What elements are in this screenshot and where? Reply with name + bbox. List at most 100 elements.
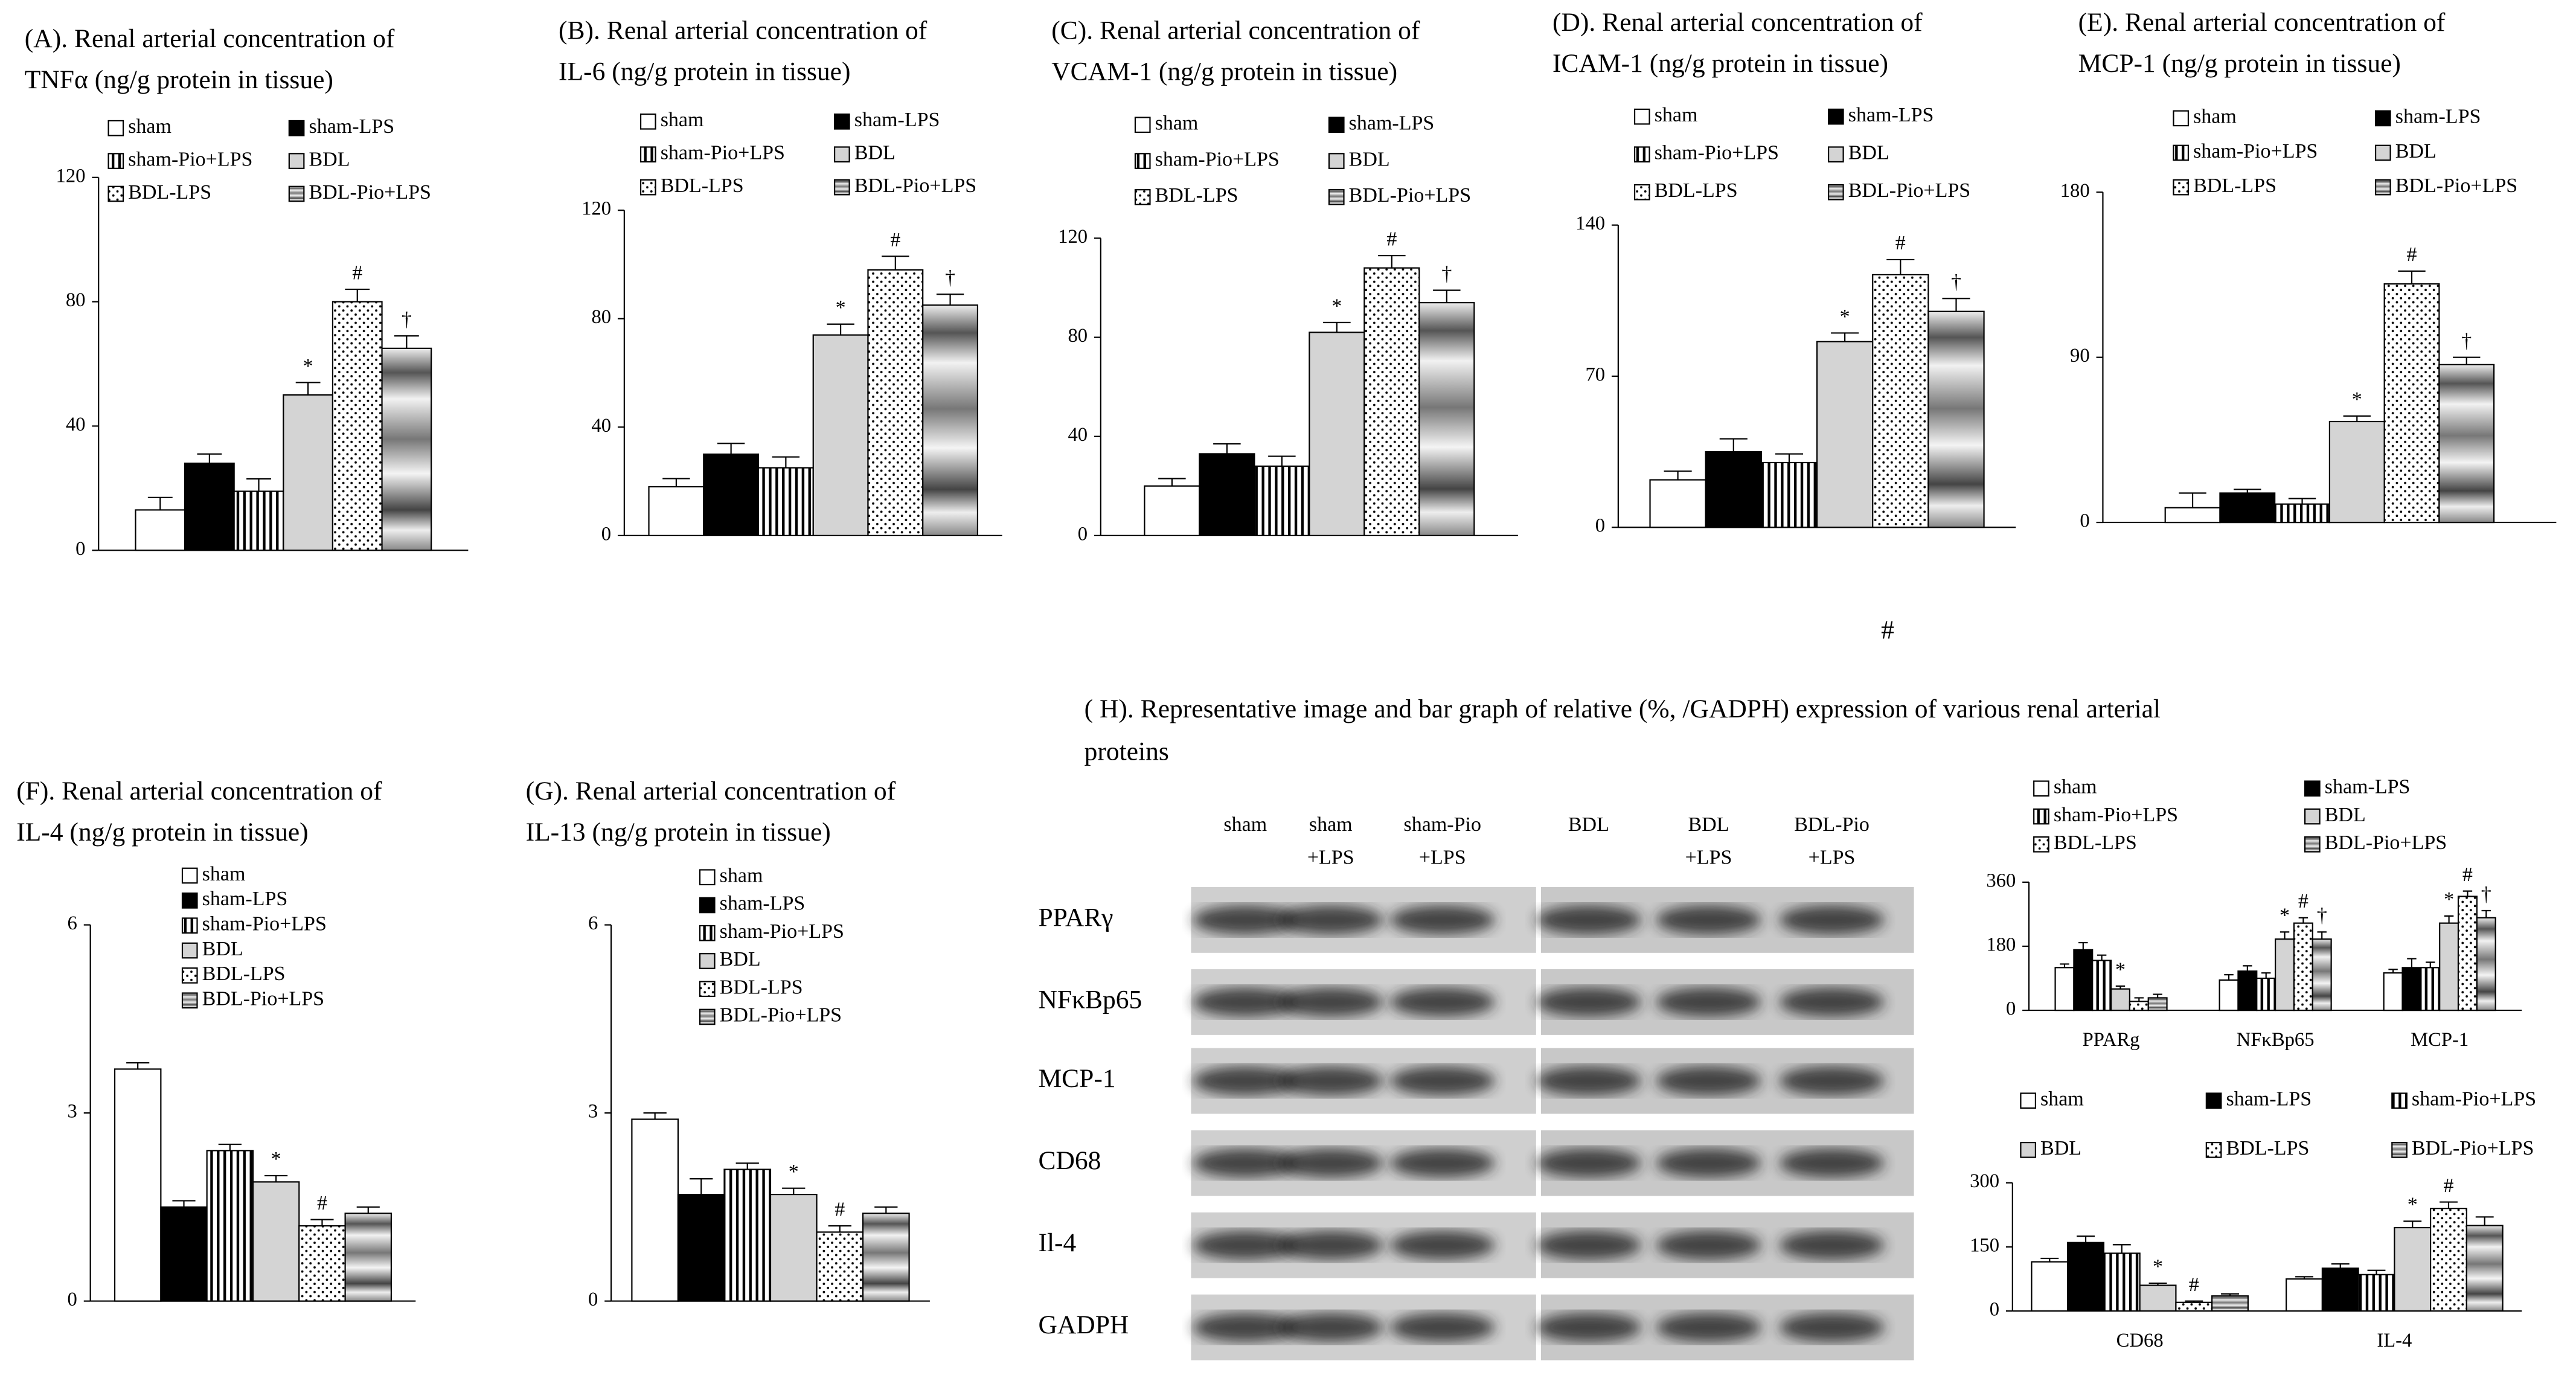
legend-swatch [1828, 108, 1844, 125]
significance-mark: # [835, 1198, 845, 1220]
legend-label: sham-Pio+LPS [1655, 142, 1779, 164]
blot-band [1656, 905, 1761, 935]
error-bar [827, 323, 854, 335]
legend-swatch [834, 146, 850, 163]
significance-mark: * [789, 1161, 799, 1183]
legend-label: sham-LPS [1848, 104, 1934, 126]
y-tick-label: 70 [1585, 364, 1605, 385]
legend-label: BDL-LPS [1655, 179, 1738, 202]
significance-mark: † [1951, 271, 1961, 293]
bar [2430, 1208, 2467, 1312]
lane-label: sham [1309, 813, 1353, 836]
legend-swatch [181, 967, 198, 984]
legend-swatch [834, 179, 850, 196]
legend-swatch [2374, 110, 2391, 127]
bar [1649, 479, 1706, 528]
row-label: PPARγ [1038, 903, 1113, 932]
bar [2110, 988, 2130, 1011]
error-bar [2426, 961, 2435, 968]
y-tick-label: 0 [1595, 515, 1605, 537]
significance-mark: * [2280, 905, 2290, 927]
significance-mark: # [1386, 228, 1397, 250]
legend-swatch [699, 925, 716, 941]
y-tick-label: 300 [1970, 1170, 1999, 1192]
bar [922, 304, 979, 536]
legend-label: sham-LPS [2395, 106, 2481, 128]
error-bar [2298, 917, 2308, 923]
x-tick-label: NFκBp65 [2237, 1029, 2315, 1051]
error-bar [2097, 954, 2107, 961]
y-tick-label: 40 [591, 415, 611, 437]
y-tick-label: 0 [68, 1289, 77, 1310]
legend-swatch [699, 953, 716, 969]
legend-swatch [2173, 144, 2190, 161]
legend-label: BDL-LPS [202, 963, 286, 985]
legend-swatch [1328, 153, 1345, 169]
legend-swatch [181, 893, 198, 909]
error-bar [2331, 1263, 2350, 1269]
bar [757, 467, 814, 536]
bar [252, 1181, 300, 1302]
error-bar [2115, 985, 2126, 989]
legend-label: BDL-Pio+LPS [2395, 175, 2517, 197]
legend-swatch [639, 113, 656, 130]
bar [2054, 967, 2075, 1011]
legend-swatch [2205, 1141, 2222, 1158]
bar [2256, 977, 2276, 1011]
error-bar [2388, 969, 2398, 973]
blot-band [1278, 905, 1383, 935]
bar [2312, 938, 2332, 1011]
legend-label: BDL [854, 142, 896, 164]
bar [2438, 364, 2495, 524]
legend-label: BDL [2040, 1137, 2081, 1159]
legend-label: BDL-LPS [2054, 832, 2137, 854]
chart-title: (B). Renal arterial concentration of [559, 16, 928, 45]
error-bar [2288, 498, 2316, 504]
error-bar [2179, 492, 2206, 508]
blot-band [1278, 1148, 1383, 1178]
error-bar [310, 1219, 334, 1226]
significance-mark: # [317, 1192, 327, 1214]
legend-label: sham-Pio+LPS [720, 920, 844, 943]
legend-label: sham [720, 865, 763, 887]
legend-swatch [288, 120, 305, 136]
blot-band [1536, 1066, 1641, 1096]
blot-title: ( H). Representative image and bar graph… [1085, 694, 2161, 723]
blot-band [1536, 905, 1641, 935]
error-bar [1433, 289, 1461, 303]
y-tick-label: 90 [2070, 345, 2090, 367]
bar [1144, 485, 1200, 536]
error-bar [2153, 993, 2162, 998]
blot-band [1193, 1066, 1298, 1096]
legend-label: sham [1655, 104, 1698, 126]
row-label: GADPH [1038, 1310, 1129, 1339]
legend-swatch [699, 869, 716, 886]
legend-label: BDL [309, 148, 350, 170]
error-bar [2453, 356, 2481, 365]
bar [2031, 1261, 2069, 1312]
significance-mark: * [2444, 888, 2454, 911]
legend-label: sham [661, 109, 704, 131]
legend-label: sham-LPS [2325, 776, 2411, 798]
error-bar [2407, 958, 2417, 968]
significance-mark: † [2461, 330, 2472, 352]
legend-label: sham-Pio+LPS [2193, 140, 2318, 162]
bar [2476, 917, 2496, 1011]
legend-label: sham [128, 115, 171, 138]
blot-band [1536, 1230, 1641, 1260]
blot-band [1779, 1230, 1885, 1260]
bar [867, 269, 924, 536]
legend-swatch [2391, 1141, 2408, 1158]
blot-band [1389, 905, 1495, 935]
significance-mark: * [2153, 1255, 2163, 1278]
error-bar [246, 478, 271, 492]
significance-mark: * [2115, 958, 2126, 981]
error-bar [2224, 974, 2234, 980]
error-bar [2403, 1220, 2422, 1228]
legend-swatch [1134, 189, 1151, 205]
bar [2394, 1226, 2432, 1312]
error-bar [2367, 1269, 2386, 1275]
legend-swatch [699, 897, 716, 914]
legend-swatch [181, 992, 198, 1009]
bar [2103, 1252, 2141, 1312]
